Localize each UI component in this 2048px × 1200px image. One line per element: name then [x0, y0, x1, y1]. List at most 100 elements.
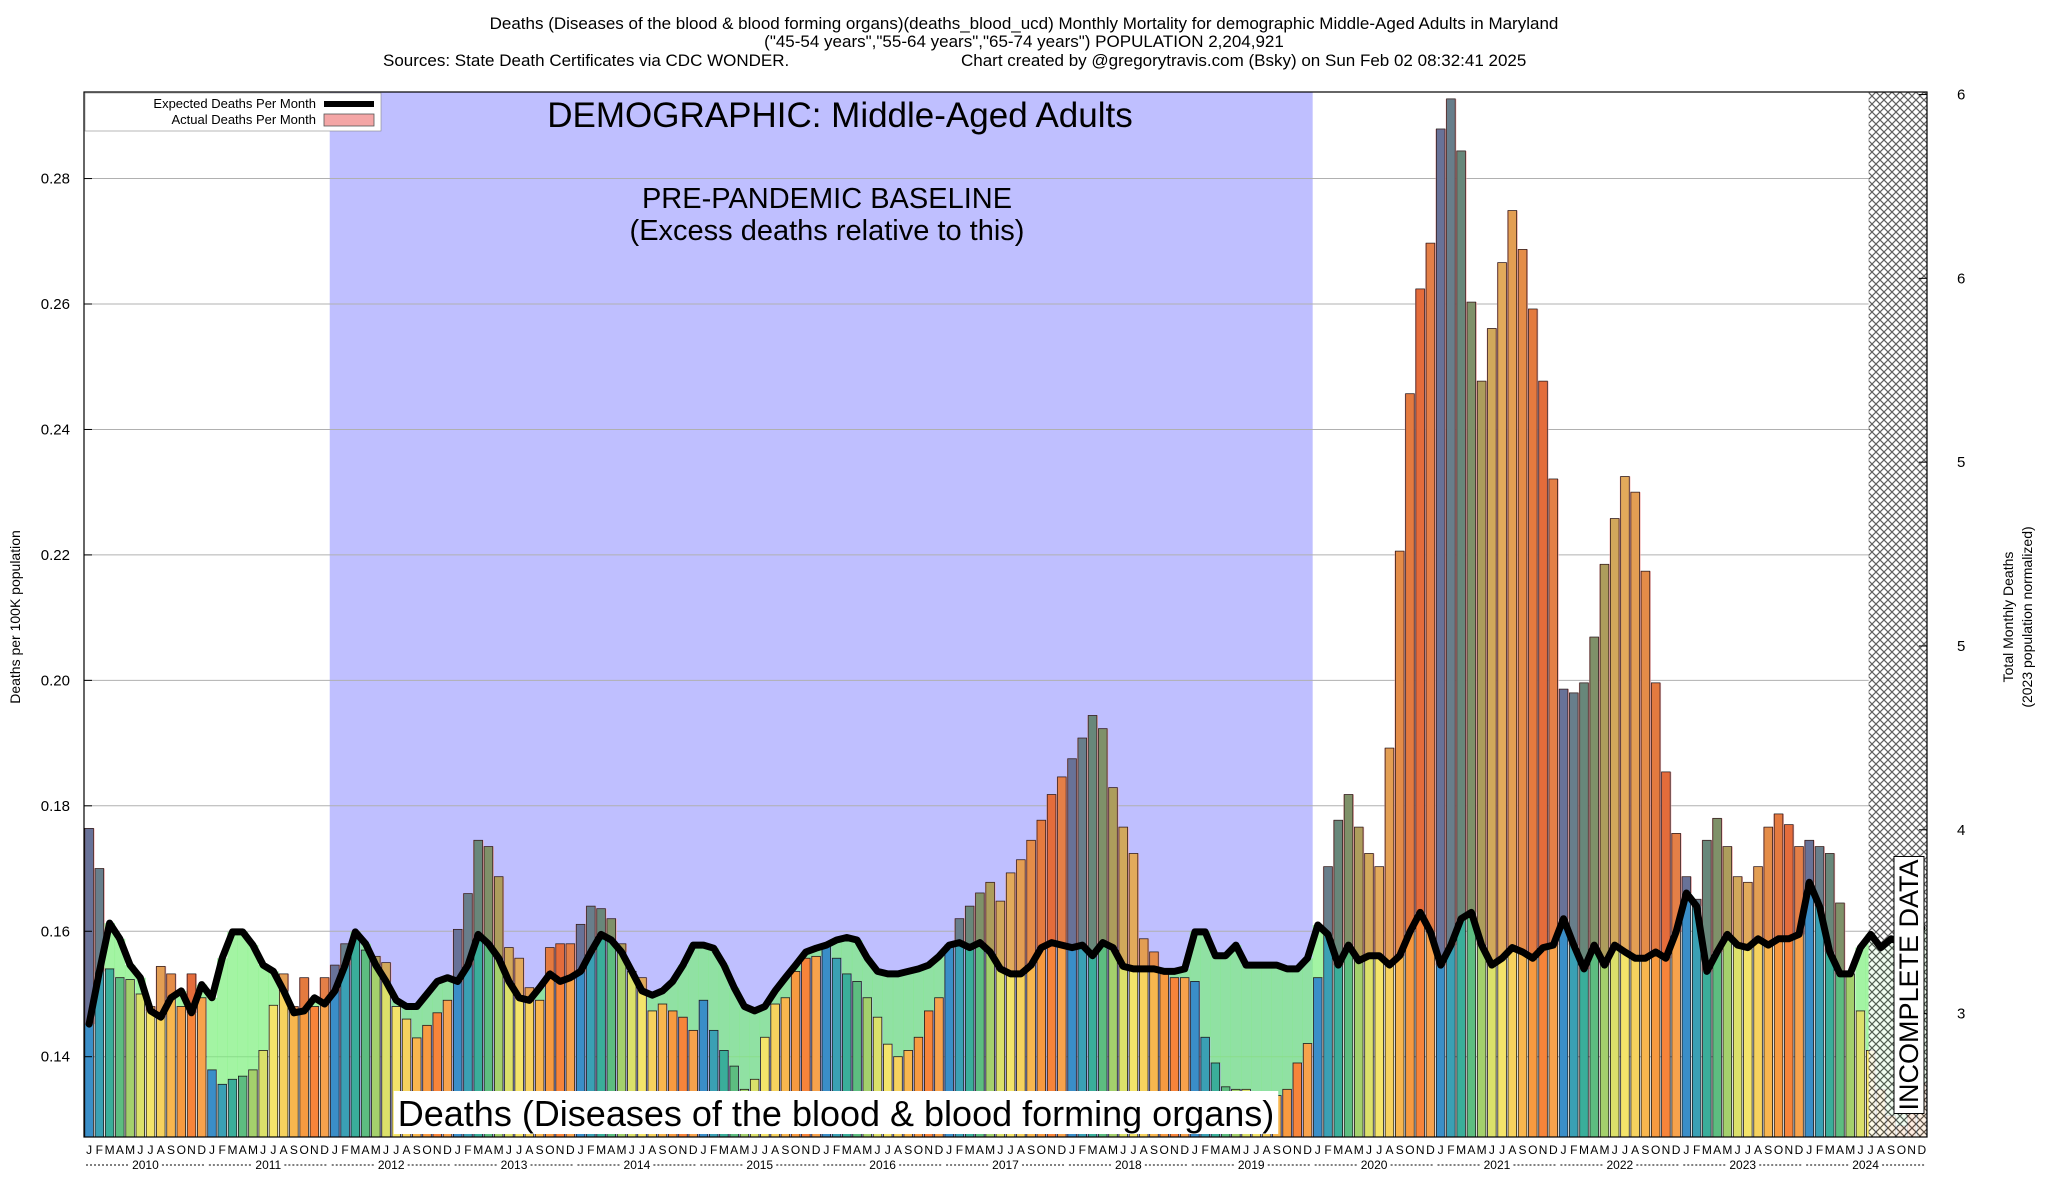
excess-overlay — [1436, 129, 1445, 966]
x-tick-label: M — [1722, 1143, 1732, 1157]
x-tick-label: J — [1622, 1143, 1628, 1157]
excess-overlay — [484, 846, 493, 944]
x-tick-label: M — [1108, 1143, 1118, 1157]
x-tick-label: J — [1489, 1143, 1495, 1157]
excess-overlay — [463, 893, 473, 966]
y-tick-label: 0.28 — [41, 171, 70, 188]
plot-frame — [83, 91, 1928, 1138]
x-tick-label: D — [812, 1143, 821, 1157]
excess-overlay — [1743, 882, 1753, 948]
x-tick-label: A — [239, 1143, 247, 1157]
x-tick-label: J — [383, 1143, 389, 1157]
excess-overlay — [1446, 98, 1456, 946]
x-tick-label: F — [1570, 1143, 1577, 1157]
chart-title: Deaths (Diseases of the blood & blood fo… — [490, 14, 1559, 33]
deficit-area — [1179, 968, 1191, 978]
excess-overlay — [1047, 794, 1056, 943]
excess-overlay — [514, 958, 524, 998]
x-tick-label: S — [1150, 1143, 1158, 1157]
excess-overlay — [955, 918, 964, 943]
deficit-area — [903, 971, 914, 1051]
baseline-label: PRE-PANDEMIC BASELINE — [642, 183, 1012, 215]
excess-overlay — [1456, 150, 1466, 919]
excess-overlay — [494, 876, 503, 959]
x-tick-label: F — [1816, 1143, 1823, 1157]
x-tick-label: A — [116, 1143, 124, 1157]
excess-overlay — [1057, 776, 1067, 946]
excess-overlay — [1661, 771, 1671, 959]
x-tick-label: J — [1069, 1143, 1075, 1157]
excess-overlay — [1835, 903, 1845, 974]
deficit-area — [1855, 947, 1866, 1011]
x-tick-label: J — [1745, 1143, 1751, 1157]
x-tick-label: J — [1683, 1143, 1689, 1157]
y2-tick-label: 3 — [1957, 1006, 1965, 1023]
x-tick-label: N — [1047, 1143, 1056, 1157]
x-tick-label: J — [1253, 1143, 1259, 1157]
y2-axis-label: (2023 population normalized) — [2019, 526, 2035, 707]
deficit-area — [268, 971, 279, 1006]
bar — [176, 1006, 186, 1138]
excess-overlay — [566, 943, 575, 978]
excess-overlay — [1641, 571, 1650, 959]
year-label: 2011 — [255, 1158, 281, 1172]
bar — [268, 1004, 279, 1138]
x-tick-label: J — [752, 1143, 758, 1157]
deficit-area — [1251, 965, 1262, 1092]
sources: Sources: State Death Certificates via CD… — [383, 51, 789, 70]
deficit-area — [432, 981, 443, 1013]
x-tick-label: O — [1160, 1143, 1169, 1157]
year-label: 2010 — [132, 1158, 159, 1172]
x-tick-label: A — [1467, 1143, 1475, 1157]
x-tick-label: J — [885, 1143, 891, 1157]
bar — [217, 1083, 227, 1138]
x-tick-label: A — [648, 1143, 656, 1157]
x-tick-label: D — [1918, 1143, 1927, 1157]
x-tick-label: J — [393, 1143, 399, 1157]
excess-overlay — [1333, 820, 1343, 966]
x-tick-label: J — [209, 1143, 215, 1157]
year-label: 2017 — [992, 1158, 1019, 1172]
legend-label: Expected Deaths Per Month — [153, 96, 316, 111]
excess-overlay — [1098, 728, 1108, 943]
y2-tick-label: 5 — [1957, 638, 1965, 655]
excess-overlay — [1487, 328, 1497, 966]
deficit-area — [1220, 955, 1232, 1087]
bar — [371, 955, 381, 1138]
deficit-area — [124, 965, 136, 980]
x-tick-label: D — [935, 1143, 944, 1157]
x-tick-label: A — [1385, 1143, 1393, 1157]
y2-axis-label: Total Monthly Deaths — [2000, 552, 2016, 683]
x-tick-label: J — [260, 1143, 266, 1157]
excess-overlay — [586, 906, 596, 952]
x-tick-label: J — [1868, 1143, 1874, 1157]
x-tick-label: N — [310, 1143, 319, 1157]
x-tick-label: O — [1651, 1143, 1660, 1157]
bar — [1282, 1088, 1292, 1138]
x-tick-label: A — [1631, 1143, 1639, 1157]
cause-label: Deaths (Diseases of the blood & blood fo… — [398, 1093, 1274, 1134]
x-tick-label: M — [494, 1143, 504, 1157]
deficit-area — [892, 973, 904, 1057]
excess-overlay — [299, 977, 309, 1011]
excess-overlay — [1129, 853, 1138, 969]
y-axis-label: Deaths per 100K population — [7, 530, 23, 704]
x-tick-label: S — [413, 1143, 421, 1157]
deficit-area — [882, 973, 894, 1045]
year-label: 2016 — [869, 1158, 896, 1172]
x-tick-label: F — [1447, 1143, 1454, 1157]
x-tick-label: N — [802, 1143, 811, 1157]
x-tick-label: J — [1857, 1143, 1863, 1157]
x-tick-label: M — [1579, 1143, 1589, 1157]
x-tick-label: S — [1519, 1143, 1527, 1157]
bar — [248, 1069, 258, 1138]
excess-overlay — [1354, 827, 1364, 961]
deficit-area — [411, 1006, 423, 1038]
excess-overlay — [985, 882, 995, 952]
y2-tick-label: 6 — [1957, 270, 1965, 287]
x-tick-label: J — [1438, 1143, 1444, 1157]
x-tick-label: J — [875, 1143, 881, 1157]
excess-overlay — [1374, 866, 1384, 956]
excess-overlay — [1610, 518, 1620, 946]
